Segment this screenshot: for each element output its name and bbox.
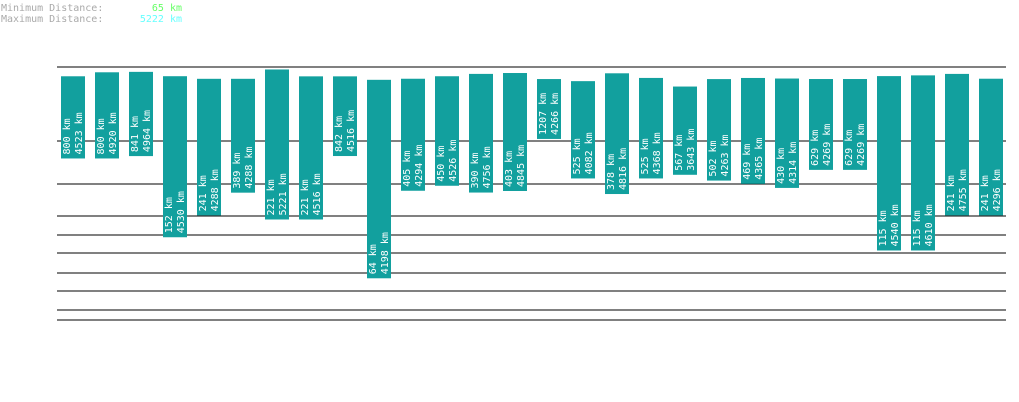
max-label: 4845 km	[516, 145, 527, 187]
range-bar	[435, 76, 459, 186]
stat-label: Minimum Distance:	[1, 3, 103, 14]
max-label: 4610 km	[924, 204, 935, 246]
range-bar	[945, 73, 969, 216]
min-label: 405 km	[402, 151, 413, 187]
max-label: 4920 km	[108, 112, 119, 154]
min-label: 469 km	[742, 144, 753, 180]
min-label: 64 km	[368, 244, 379, 274]
range-bar	[775, 78, 799, 188]
range-bar	[605, 73, 629, 195]
range-bar	[401, 78, 425, 191]
min-label: 241 km	[980, 175, 991, 211]
max-label: 5221 km	[278, 173, 289, 215]
range-bar	[197, 78, 221, 216]
range-bar	[333, 76, 357, 157]
range-bar	[265, 69, 289, 220]
max-label: 4523 km	[74, 112, 85, 154]
min-label: 800 km	[96, 118, 107, 154]
range-bar	[163, 76, 187, 238]
range-bar	[911, 75, 935, 251]
min-label: 629 km	[810, 130, 821, 166]
min-label: 241 km	[198, 175, 209, 211]
range-bar	[95, 72, 119, 159]
min-label: 842 km	[334, 116, 345, 152]
range-bar	[979, 78, 1003, 216]
max-label: 4269 km	[822, 124, 833, 166]
min-label: 1207 km	[538, 93, 549, 135]
range-bar	[639, 77, 663, 179]
stat-value: 5222 km	[140, 14, 182, 25]
max-label: 4964 km	[142, 110, 153, 152]
min-label: 389 km	[232, 153, 243, 189]
min-label: 525 km	[640, 138, 651, 174]
range-bar	[877, 76, 901, 251]
min-label: 378 km	[606, 154, 617, 190]
range-bar	[537, 79, 561, 139]
max-label: 4516 km	[312, 173, 323, 215]
max-label: 4540 km	[890, 204, 901, 246]
range-bar	[843, 79, 867, 170]
max-label: 4266 km	[550, 93, 561, 135]
range-bar	[741, 77, 765, 184]
range-bar	[61, 76, 85, 159]
max-label: 4082 km	[584, 132, 595, 174]
max-label: 3643 km	[686, 129, 697, 171]
max-label: 4263 km	[720, 134, 731, 176]
min-label: 841 km	[130, 116, 141, 152]
min-label: 390 km	[470, 152, 481, 188]
range-bar	[367, 79, 391, 279]
max-label: 4294 km	[414, 145, 425, 187]
stat-label: Maximum Distance:	[1, 14, 103, 25]
min-label: 430 km	[776, 148, 787, 184]
max-label: 4530 km	[176, 191, 187, 233]
min-label: 221 km	[300, 179, 311, 215]
min-label: 629 km	[844, 130, 855, 166]
range-bar	[469, 73, 493, 193]
max-label: 4756 km	[482, 146, 493, 188]
max-label: 4296 km	[992, 169, 1003, 211]
max-label: 4516 km	[346, 110, 357, 152]
max-label: 4816 km	[618, 148, 629, 190]
max-label: 4288 km	[210, 169, 221, 211]
max-label: 4755 km	[958, 169, 969, 211]
min-label: 800 km	[62, 118, 73, 154]
max-label: 4526 km	[448, 140, 459, 182]
range-bar	[129, 71, 153, 157]
range-bar	[231, 78, 255, 193]
range-bar	[707, 79, 731, 181]
max-label: 4288 km	[244, 147, 255, 189]
range-bar	[809, 79, 833, 170]
max-label: 4198 km	[380, 232, 391, 274]
max-label: 4368 km	[652, 132, 663, 174]
range-bar	[503, 73, 527, 191]
max-label: 4365 km	[754, 138, 765, 180]
min-label: 502 km	[708, 140, 719, 176]
min-label: 115 km	[878, 210, 889, 246]
min-label: 567 km	[674, 135, 685, 171]
range-bar	[673, 86, 697, 175]
min-label: 152 km	[164, 197, 175, 233]
min-label: 450 km	[436, 146, 447, 182]
min-label: 241 km	[946, 175, 957, 211]
min-label: 115 km	[912, 210, 923, 246]
range-bar	[299, 76, 323, 220]
range-bar	[571, 81, 595, 179]
min-label: 221 km	[266, 179, 277, 215]
max-label: 4314 km	[788, 142, 799, 184]
min-label: 525 km	[572, 138, 583, 174]
stat-value: 65 km	[152, 3, 182, 14]
min-label: 403 km	[504, 151, 515, 187]
max-label: 4269 km	[856, 124, 867, 166]
